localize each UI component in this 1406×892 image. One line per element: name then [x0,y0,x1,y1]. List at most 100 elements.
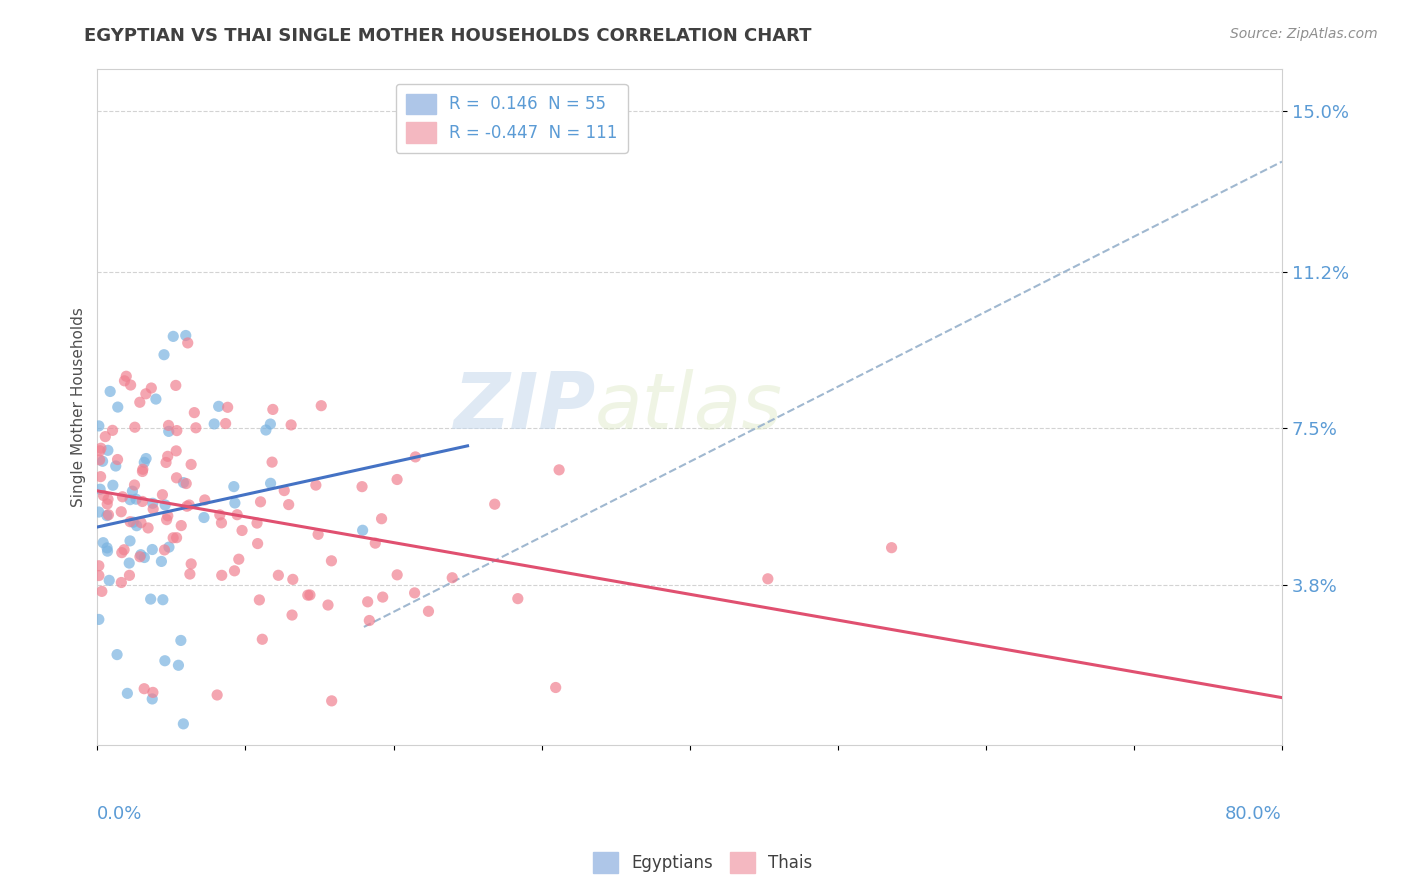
Point [142,685,165,699]
Point [124,420,146,434]
Point [93,489,115,503]
Point [117,686,139,700]
Text: 0.0%: 0.0% [97,805,143,822]
Point [262,402,284,417]
Point [87,418,110,433]
Point [441,571,464,585]
Point [252,632,274,647]
Point [87,568,110,582]
Point [544,681,567,695]
Point [157,418,180,433]
Point [129,549,152,564]
Point [141,542,163,557]
Point [156,450,179,464]
Point [153,543,176,558]
Point [281,573,304,587]
Point [120,492,142,507]
Point [307,527,329,541]
Point [94,429,117,443]
Point [129,516,152,530]
Point [548,463,571,477]
Point [280,417,302,432]
Point [172,475,194,490]
Point [98,574,121,588]
Point [418,604,440,618]
Point [246,516,269,530]
Point [156,508,179,523]
Point [90,469,112,483]
Point [152,592,174,607]
Point [124,478,146,492]
Point [404,450,426,464]
Point [259,417,281,431]
Point [98,384,121,399]
Point [107,400,129,414]
Point [91,535,114,549]
Point [217,401,239,415]
Point [247,593,270,607]
Point [180,557,202,571]
Point [118,533,141,548]
Point [97,508,120,522]
Point [107,452,129,467]
Point [87,558,110,573]
Point [120,378,142,392]
Point [179,567,201,582]
Point [166,424,188,438]
Point [157,425,180,439]
Point [155,455,177,469]
Point [122,515,145,529]
Point [193,510,215,524]
Point [224,564,246,578]
Point [364,536,387,550]
Point [208,400,231,414]
Point [228,552,250,566]
Text: 80.0%: 80.0% [1225,805,1282,822]
Point [484,497,506,511]
Point [172,716,194,731]
Point [298,588,321,602]
Point [115,369,138,384]
Point [132,462,155,476]
Point [121,484,143,499]
Point [404,586,426,600]
Point [352,523,374,537]
Point [371,590,394,604]
Point [128,395,150,409]
Point [141,692,163,706]
Point [316,598,339,612]
Point [357,595,380,609]
Point [150,554,173,568]
Point [170,518,193,533]
Point [385,567,408,582]
Point [179,498,201,512]
Point [125,518,148,533]
Point [222,480,245,494]
Point [224,496,246,510]
Point [226,508,249,522]
Point [153,348,176,362]
Point [205,688,228,702]
Point [118,556,141,570]
Point [267,568,290,582]
Point [305,478,328,492]
Point [208,508,231,522]
Point [111,546,134,560]
Point [105,648,128,662]
Point [254,423,277,437]
Point [131,465,153,479]
Point [136,521,159,535]
Point [281,608,304,623]
Point [97,492,120,507]
Point [174,328,197,343]
Point [101,478,124,492]
Text: atlas: atlas [595,369,783,445]
Point [277,498,299,512]
Point [87,505,110,519]
Point [167,658,190,673]
Point [166,471,188,485]
Point [142,496,165,510]
Point [273,483,295,498]
Point [90,584,112,599]
Legend: Egyptians, Thais: Egyptians, Thais [586,846,820,880]
